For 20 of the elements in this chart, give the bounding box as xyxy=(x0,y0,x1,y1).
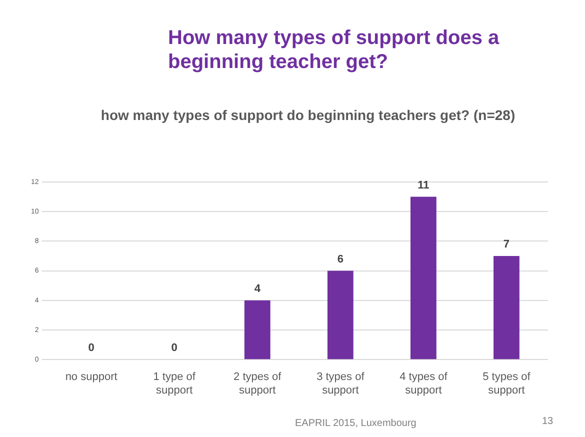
bar xyxy=(410,196,436,360)
x-tick-label: 4 types of support xyxy=(400,371,448,396)
data-label: 0 xyxy=(88,342,94,354)
data-label: 4 xyxy=(254,282,262,295)
x-tick-label: 3 types of support xyxy=(316,371,366,396)
data-label: 11 xyxy=(418,179,430,192)
chart-title: How many types of support does a beginning teacher get? xyxy=(168,26,500,74)
chart-subtitle: how many types of support do beginning teachers get? (n=28) xyxy=(100,106,516,124)
bar xyxy=(244,300,270,360)
x-tick-label: 1 type of support xyxy=(153,371,196,396)
data-label: 7 xyxy=(503,238,510,251)
bar xyxy=(494,256,520,360)
x-tick-label: no support xyxy=(65,371,118,384)
data-label: 0 xyxy=(171,342,178,354)
data-label: 6 xyxy=(337,253,344,266)
x-tick-label: 2 types of support xyxy=(234,371,282,396)
text: EAPRIL 2015, Luxembourg xyxy=(295,418,416,429)
text: 13 xyxy=(542,416,554,427)
x-tick-label: 5 types of support xyxy=(482,371,532,396)
bar xyxy=(327,270,354,360)
